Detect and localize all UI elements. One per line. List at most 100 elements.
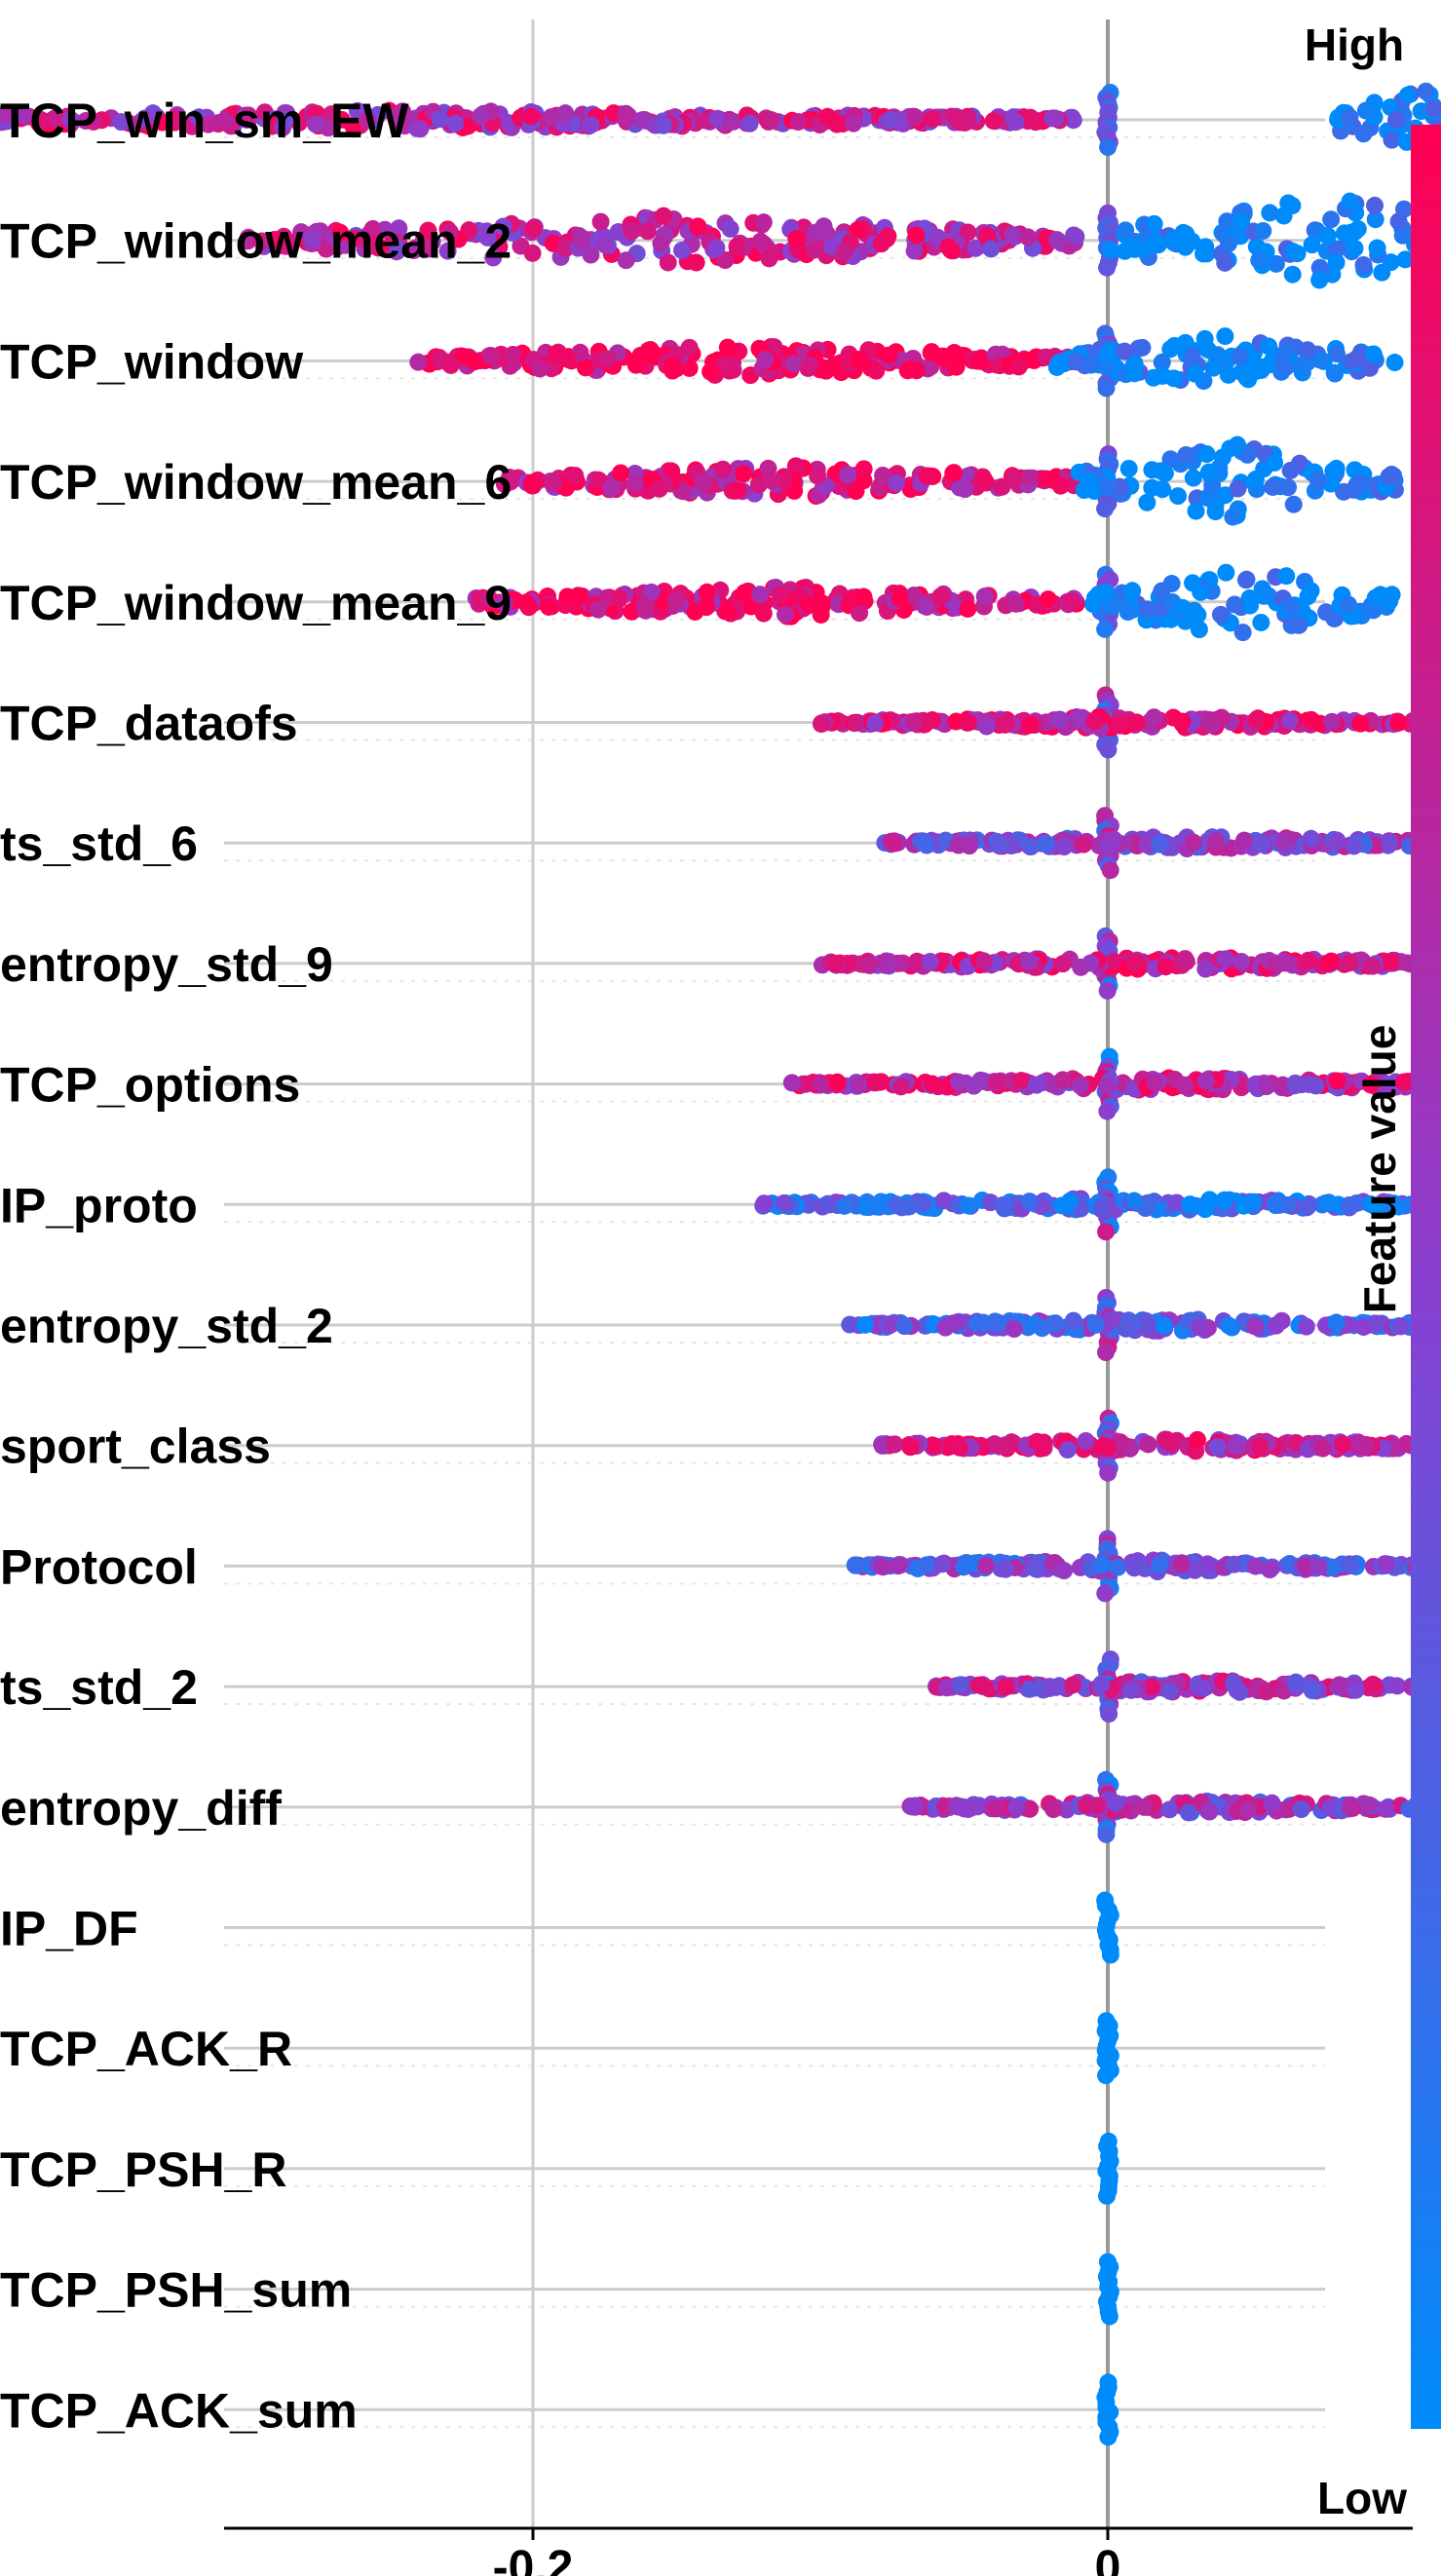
data-point xyxy=(845,114,863,133)
data-point xyxy=(1099,2428,1118,2446)
data-point xyxy=(1101,1946,1119,1964)
data-point xyxy=(1160,1800,1179,1819)
data-point xyxy=(1020,1680,1039,1698)
data-point xyxy=(854,460,873,478)
data-point xyxy=(689,217,707,236)
data-point xyxy=(1077,1431,1095,1450)
data-point xyxy=(1064,1311,1082,1330)
data-point xyxy=(1252,358,1270,376)
data-point xyxy=(1257,1683,1275,1701)
data-point xyxy=(1064,111,1082,130)
data-point xyxy=(1065,226,1083,245)
data-point xyxy=(1327,1313,1346,1332)
data-point xyxy=(1200,712,1219,731)
data-point xyxy=(1253,580,1271,598)
data-point xyxy=(572,231,590,249)
data-point xyxy=(1041,1679,1059,1697)
data-point xyxy=(997,1678,1015,1696)
data-point xyxy=(1247,710,1266,729)
data-point xyxy=(1326,364,1345,383)
data-point xyxy=(998,714,1016,733)
data-point xyxy=(680,338,699,357)
data-point xyxy=(974,470,993,488)
data-point xyxy=(1097,1223,1116,1241)
data-point xyxy=(949,1073,967,1091)
colorbar-title: Feature value xyxy=(1354,1025,1405,1314)
data-point xyxy=(760,249,778,268)
data-point xyxy=(1320,953,1339,971)
data-point xyxy=(1233,624,1252,642)
data-point xyxy=(1244,1193,1263,1211)
data-point xyxy=(873,1558,891,1576)
data-point xyxy=(1284,243,1303,261)
data-point xyxy=(1279,478,1298,497)
data-point xyxy=(1296,1557,1314,1575)
feature-points xyxy=(754,1168,1441,1241)
data-point xyxy=(1297,1317,1315,1336)
data-point xyxy=(947,110,966,129)
data-point xyxy=(784,355,803,373)
data-point xyxy=(570,587,588,605)
data-point xyxy=(934,349,953,367)
data-point xyxy=(1234,831,1253,850)
data-point xyxy=(1216,327,1234,346)
data-point xyxy=(729,481,747,500)
feature-points xyxy=(0,82,1441,156)
data-point xyxy=(659,253,677,272)
data-point xyxy=(839,466,857,484)
data-point xyxy=(1341,108,1359,127)
data-point xyxy=(1117,1319,1135,1338)
data-point xyxy=(959,713,977,732)
data-point xyxy=(1097,379,1116,398)
data-point xyxy=(481,346,500,364)
data-point xyxy=(754,604,773,623)
data-point xyxy=(438,242,457,260)
data-point xyxy=(1346,222,1364,241)
data-point xyxy=(1276,954,1295,972)
data-point xyxy=(1394,1073,1413,1091)
data-point xyxy=(394,102,412,121)
data-point xyxy=(959,599,977,618)
data-point xyxy=(1172,1555,1191,1573)
data-point xyxy=(1102,241,1120,259)
data-point xyxy=(775,1193,793,1212)
data-point xyxy=(874,466,892,484)
data-point xyxy=(762,472,780,490)
data-point xyxy=(1327,345,1346,363)
data-point xyxy=(965,1077,983,1095)
data-point xyxy=(848,713,866,732)
data-point xyxy=(307,115,325,133)
data-point xyxy=(898,361,917,380)
data-point xyxy=(1313,1439,1332,1458)
data-point xyxy=(1098,477,1117,496)
data-point xyxy=(542,108,560,127)
data-point xyxy=(865,1073,884,1091)
data-point xyxy=(1096,500,1115,518)
data-point xyxy=(1389,713,1408,732)
data-point xyxy=(855,1315,874,1334)
data-point xyxy=(1346,239,1364,257)
data-point xyxy=(1157,958,1175,976)
data-point xyxy=(84,112,102,131)
data-point xyxy=(718,338,737,357)
data-point xyxy=(1354,1317,1373,1336)
data-point xyxy=(1184,469,1202,487)
data-point xyxy=(1215,1191,1233,1209)
data-point xyxy=(1260,337,1278,356)
data-point xyxy=(1098,1102,1117,1120)
data-point xyxy=(626,474,644,493)
data-point xyxy=(1261,1561,1279,1579)
data-point xyxy=(905,712,924,731)
data-point xyxy=(1177,225,1195,244)
feature-points xyxy=(812,686,1441,759)
data-point xyxy=(1206,503,1225,521)
data-point xyxy=(1039,590,1057,609)
feature-points xyxy=(467,563,1401,642)
data-point xyxy=(1005,1320,1023,1339)
data-point xyxy=(880,346,898,364)
data-point xyxy=(908,952,927,970)
data-point xyxy=(1101,861,1119,880)
x-tick-label: 0 xyxy=(1095,2542,1121,2576)
data-point xyxy=(1368,239,1386,257)
data-point xyxy=(1098,2186,1117,2205)
